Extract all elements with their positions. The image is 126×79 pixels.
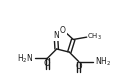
Text: CH$_3$: CH$_3$ [87,32,102,42]
Text: O: O [60,26,66,35]
Text: O: O [75,62,82,71]
Text: NH$_2$: NH$_2$ [95,55,111,68]
Text: H$_2$N: H$_2$N [17,52,33,65]
Text: N: N [53,31,59,40]
Text: O: O [44,59,51,68]
